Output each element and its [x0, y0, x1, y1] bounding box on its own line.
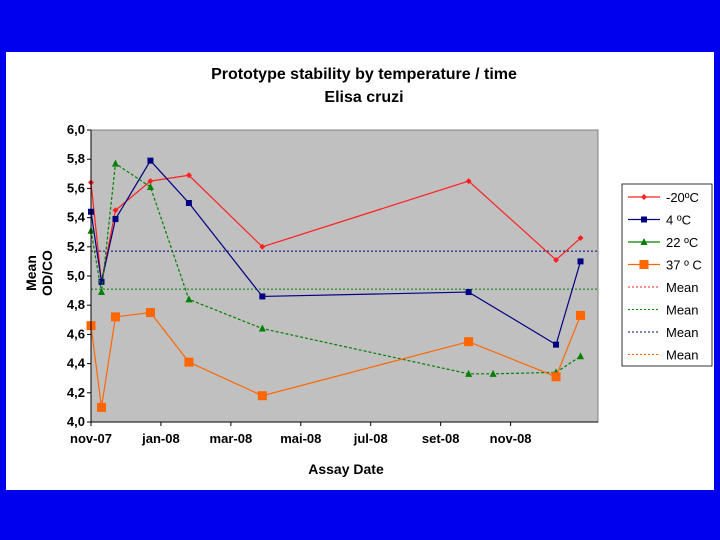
- x-tick-label: mar-08: [210, 431, 253, 446]
- data-point: [259, 243, 266, 250]
- legend-marker: [640, 238, 648, 245]
- data-point: [577, 258, 584, 265]
- x-tick-label: mai-08: [280, 431, 321, 446]
- y-axis-label-line1: Mean: [23, 255, 39, 291]
- y-tick-label: 4,2: [67, 385, 85, 400]
- data-point: [553, 256, 560, 263]
- y-tick-label: 5,4: [67, 210, 86, 225]
- y-tick-label: 5,2: [67, 239, 85, 254]
- legend-label: 37 º C: [666, 258, 702, 273]
- legend-label: 22 ºC: [666, 235, 698, 250]
- series-layer: [86, 157, 586, 412]
- chart-title: Prototype stability by temperature / tim…: [211, 66, 517, 83]
- y-tick-label: 6,0: [67, 122, 85, 137]
- legend-box: [621, 183, 713, 367]
- data-point: [184, 357, 194, 367]
- legend-label: Mean: [666, 325, 699, 340]
- data-point: [147, 178, 154, 185]
- y-axis-label-line2: OD/CO: [39, 250, 55, 296]
- y-tick-label: 4,6: [67, 326, 85, 341]
- legend-label: Mean: [666, 303, 699, 318]
- data-point: [145, 308, 155, 317]
- tick-layer: 4,0 4,2 4,4 4,6 4,8 5,0 5,2 5,4 5,6 5,8 6,0 nov-07 j…: [67, 122, 598, 446]
- plot-area: [90, 129, 599, 423]
- data-point: [112, 207, 119, 214]
- data-point: [185, 200, 192, 206]
- legend: -20ºC 4 ºC 22 ºC 37 º C Mean Mean Mean Mean: [621, 183, 713, 367]
- data-point: [553, 341, 560, 348]
- data-point: [147, 157, 154, 164]
- data-point: [551, 372, 561, 382]
- legend-marker: [641, 216, 647, 223]
- data-point: [98, 278, 105, 285]
- legend-label: Mean: [666, 280, 699, 295]
- data-point: [111, 159, 119, 167]
- legend-label: 4 ºC: [666, 213, 691, 228]
- data-point: [185, 172, 192, 179]
- series-line: [90, 162, 581, 375]
- x-tick-label: nov-08: [490, 431, 532, 446]
- y-tick-label: 4,0: [67, 414, 85, 429]
- chart-slide: Prototype stability by temperature / tim…: [6, 52, 714, 490]
- x-tick-label: jul-08: [353, 431, 388, 446]
- mean-lines: [91, 250, 598, 290]
- data-point: [465, 178, 472, 185]
- data-point: [146, 182, 154, 190]
- legend-label: -20ºC: [666, 190, 699, 205]
- x-tick-label: set-08: [422, 431, 460, 446]
- legend-label: Mean: [666, 348, 699, 363]
- data-point: [465, 369, 473, 377]
- x-tick-label: jan-08: [141, 431, 180, 446]
- legend-marker: [639, 260, 649, 269]
- y-tick-label: 4,8: [67, 297, 85, 312]
- data-point: [110, 312, 120, 322]
- y-tick-label: 5,0: [67, 268, 85, 283]
- data-point: [489, 369, 497, 377]
- data-point: [259, 293, 266, 300]
- data-point: [185, 295, 193, 303]
- data-point: [97, 288, 105, 296]
- chart: Prototype stability by temperature / tim…: [23, 66, 713, 477]
- data-point: [257, 391, 267, 401]
- data-point: [577, 352, 585, 360]
- x-axis-label: Assay Date: [308, 461, 384, 477]
- data-point: [96, 402, 106, 412]
- y-tick-label: 5,6: [67, 180, 85, 195]
- y-tick-label: 4,4: [67, 356, 86, 371]
- data-point: [576, 310, 586, 320]
- legend-marker: [641, 194, 647, 200]
- data-point: [258, 324, 266, 332]
- data-point: [465, 289, 472, 296]
- chart-subtitle: Elisa cruzi: [324, 89, 403, 106]
- x-tick-label: nov-07: [70, 431, 112, 446]
- data-point: [112, 216, 119, 223]
- data-point: [577, 235, 584, 242]
- y-tick-label: 5,8: [67, 151, 85, 166]
- data-point: [464, 337, 474, 347]
